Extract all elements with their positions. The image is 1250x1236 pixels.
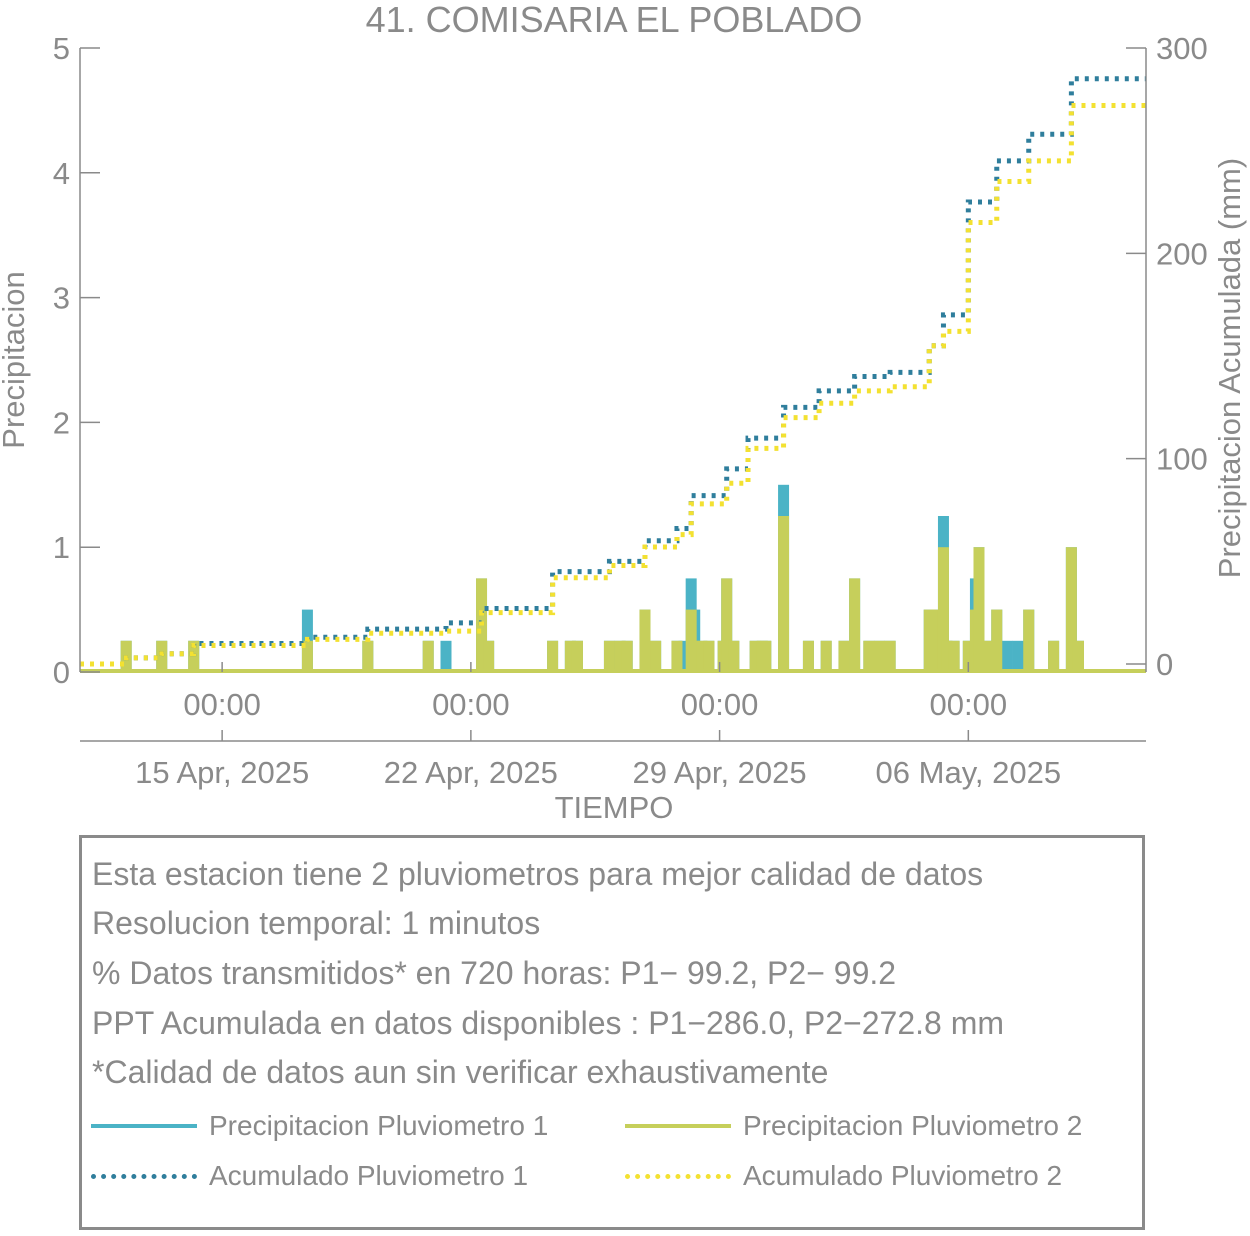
x-tick-date-label: 15 Apr, 2025 [135, 755, 309, 790]
precip-bar [1048, 640, 1060, 672]
legend-item-p2: Precipitacion Pluviometro 2 [625, 1106, 1082, 1146]
legend-label: Precipitacion Pluviometro 2 [743, 1110, 1083, 1141]
y2-tick-label: 200 [1156, 236, 1208, 271]
precipitation-chart: 41. COMISARIA EL POBLADO 0 1 2 3 4 5 0 100 200 30… [0, 0, 1247, 825]
y-tick-label: 2 [53, 405, 70, 440]
accumulated-line [80, 102, 1146, 667]
legend-label: Acumulado Pluviometro 2 [743, 1160, 1063, 1191]
precip-bar [721, 578, 733, 672]
info-line: Resolucion temporal: 1 minutos [92, 905, 541, 941]
info-line: % Datos transmitidos* en 720 horas: P1− … [92, 955, 897, 991]
precip-bar [973, 547, 985, 672]
precip-bar [301, 640, 313, 672]
precip-bar [1001, 640, 1013, 672]
precip-bar [849, 578, 861, 672]
plot-area [80, 76, 1146, 673]
y-tick-label: 4 [53, 156, 70, 191]
y-tick-label: 1 [53, 530, 70, 565]
precip-bar [980, 640, 992, 672]
precip-bar [571, 640, 583, 672]
x-tick-time-label: 00:00 [432, 687, 510, 722]
precip-bar [650, 640, 662, 672]
precip-bar [639, 609, 651, 672]
precip-bar [1072, 640, 1084, 672]
precip-bar [483, 640, 495, 672]
legend-item-acc2: Acumulado Pluviometro 2 [625, 1156, 1062, 1196]
info-line: Esta estacion tiene 2 pluviometros para … [92, 856, 984, 892]
precip-bar [930, 609, 942, 672]
y2-tick-label: 300 [1156, 31, 1208, 66]
y2-axis-label: Precipitacion Acumulada (mm) [1212, 158, 1247, 578]
precip-bar [603, 640, 615, 672]
precip-bar [962, 640, 974, 672]
legend-swatch-solid [91, 1124, 197, 1128]
y-axis-label: Precipitacion [0, 271, 31, 448]
x-tick-date-label: 06 May, 2025 [876, 755, 1062, 790]
precip-bar [362, 640, 374, 672]
chart-title: 41. COMISARIA EL POBLADO [366, 0, 863, 40]
y2-tick-label: 100 [1156, 442, 1208, 477]
x-tick-date-label: 22 Apr, 2025 [384, 755, 558, 790]
legend-swatch-dotted [625, 1173, 731, 1179]
precip-bar [1065, 547, 1077, 672]
precip-bar [621, 640, 633, 672]
x-tick-time-label: 00:00 [930, 687, 1008, 722]
legend-item-p1: Precipitacion Pluviometro 1 [91, 1106, 548, 1146]
precip-bar [678, 640, 690, 672]
precip-bar [948, 640, 960, 672]
precip-bar [874, 640, 885, 672]
info-panel: Esta estacion tiene 2 pluviometros para … [79, 835, 1145, 1230]
x-tick-date-label: 29 Apr, 2025 [633, 755, 807, 790]
precip-bar [923, 609, 935, 672]
precip-bar [838, 640, 850, 672]
precip-bar [941, 640, 953, 672]
x-tick-time-label: 00:00 [681, 687, 759, 722]
x-axis-label: TIEMPO [555, 790, 674, 825]
y-tick-label: 0 [53, 655, 70, 690]
precip-bar [696, 640, 708, 672]
precip-bar [991, 609, 1003, 672]
precip-bar [778, 516, 790, 672]
precip-bar [188, 640, 200, 672]
y-tick-label: 3 [53, 281, 70, 316]
y-tick-label: 5 [53, 31, 70, 66]
legend-swatch-solid [625, 1124, 731, 1128]
precip-bar [1023, 609, 1035, 672]
precip-bar [749, 640, 761, 672]
info-line: *Calidad de datos aun sin verificar exha… [92, 1054, 829, 1090]
precip-bar [937, 547, 949, 672]
precip-bar [703, 640, 715, 672]
precip-bar [614, 640, 626, 672]
precip-bar [728, 640, 740, 672]
precip-bar [760, 640, 772, 672]
precip-bar [547, 640, 559, 672]
precip-bar [671, 640, 683, 672]
precip-bar [1012, 640, 1024, 672]
y2-tick-label: 0 [1156, 647, 1173, 682]
precip-bar [422, 640, 434, 672]
x-tick-time-label: 00:00 [183, 687, 261, 722]
legend-label: Acumulado Pluviometro 1 [209, 1160, 529, 1191]
axes: 0 1 2 3 4 5 0 100 200 300 00:00 15 Apr, 2025 00:00 22… [53, 31, 1208, 790]
info-line: PPT Acumulada en datos disponibles : P1−… [92, 1005, 1004, 1041]
precip-bar [884, 640, 896, 672]
precip-bar [802, 640, 814, 672]
legend-swatch-dotted [91, 1173, 197, 1179]
precip-bar [863, 640, 875, 672]
precip-bar [689, 640, 701, 672]
legend-label: Precipitacion Pluviometro 1 [209, 1110, 549, 1141]
legend-item-acc1: Acumulado Pluviometro 1 [91, 1156, 528, 1196]
precip-bar [440, 640, 452, 672]
precip-bar [820, 640, 832, 672]
precip-bar [156, 640, 168, 672]
precip-bar [564, 640, 576, 672]
accumulated-line [80, 76, 1146, 667]
